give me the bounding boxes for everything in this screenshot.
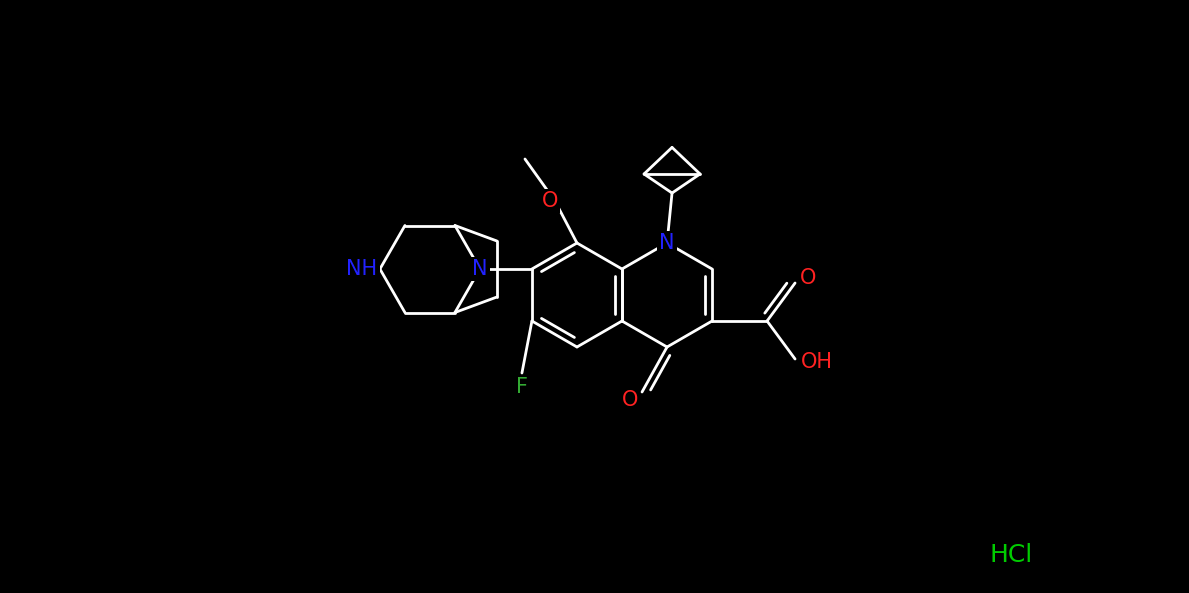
Text: O: O [542, 191, 558, 211]
Text: HCl: HCl [990, 543, 1033, 567]
Text: O: O [622, 390, 638, 410]
Text: N: N [659, 233, 675, 253]
Text: NH: NH [346, 259, 377, 279]
Text: O: O [542, 191, 558, 211]
Text: O: O [800, 268, 817, 288]
Text: N: N [472, 259, 487, 279]
Text: O: O [800, 268, 817, 288]
Text: OH: OH [801, 352, 833, 372]
Text: OH: OH [801, 352, 833, 372]
Text: F: F [516, 377, 528, 397]
Text: O: O [622, 390, 638, 410]
Text: F: F [516, 377, 528, 397]
